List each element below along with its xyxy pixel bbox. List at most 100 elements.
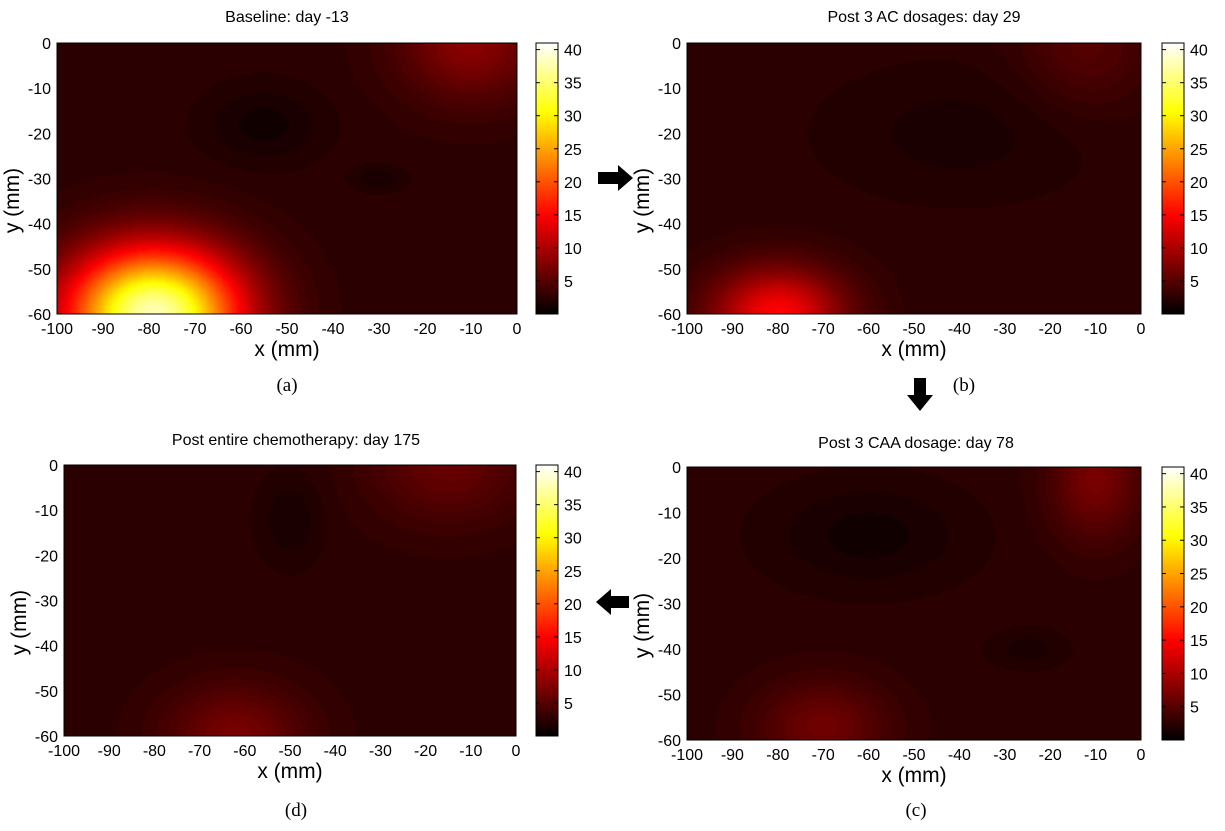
y-tick-label: -50 (658, 262, 681, 279)
x-axis-label: x (mm) (881, 338, 946, 361)
plot-frame (63, 464, 517, 737)
x-tick-label: -70 (812, 747, 835, 764)
colorbar-tick-label: 10 (1190, 666, 1208, 683)
colorbar-tick-label: 20 (1190, 175, 1208, 192)
x-tick-label: -80 (137, 321, 160, 338)
y-tick-label: -10 (658, 506, 681, 523)
y-tick-label: -10 (28, 81, 51, 98)
y-tick-label: -10 (35, 503, 58, 520)
panel-title: Post entire chemotherapy: day 175 (172, 432, 420, 449)
x-tick-label: -60 (229, 321, 252, 338)
y-axis-label: y (mm) (631, 593, 654, 658)
y-tick-label: -40 (658, 217, 681, 234)
colorbar-tick-label: 20 (564, 175, 582, 192)
x-tick-label: -80 (766, 321, 789, 338)
panel-caption: (a) (276, 375, 297, 396)
x-tick-label: -30 (367, 321, 390, 338)
y-tick-label: -40 (35, 639, 58, 656)
x-tick-label: -70 (183, 321, 206, 338)
plot-frame (686, 466, 1142, 741)
y-tick-label: -20 (35, 548, 58, 565)
y-tick-label: -30 (35, 594, 58, 611)
colorbar-tick-label: 10 (564, 663, 582, 680)
colorbar-tick-label: 10 (1190, 241, 1208, 258)
colorbar-tick-label: 15 (1190, 208, 1208, 225)
x-axis-label: x (mm) (257, 760, 322, 783)
heatmap-image (64, 465, 516, 736)
colorbar-tick-label: 30 (1190, 533, 1208, 550)
colorbar-tick-label: 25 (1190, 567, 1208, 584)
colorbar-tick-label: 15 (564, 208, 582, 225)
x-tick-label: 0 (1137, 747, 1146, 764)
colorbar-tick-label: 30 (1190, 109, 1208, 126)
x-tick-label: -50 (275, 321, 298, 338)
x-tick-label: -80 (766, 747, 789, 764)
x-axis-label: x (mm) (254, 338, 319, 361)
x-tick-label: -20 (413, 321, 436, 338)
y-tick-label: -20 (658, 126, 681, 143)
colorbar-tick-label: 30 (564, 531, 582, 548)
y-tick-label: -50 (35, 684, 58, 701)
y-tick-label: -30 (28, 172, 51, 189)
panel-title: Post 3 AC dosages: day 29 (827, 9, 1020, 26)
y-tick-label: 0 (42, 36, 51, 53)
colorbar-tick-label: 20 (1190, 600, 1208, 617)
arrow-right-icon (598, 165, 633, 191)
colorbar (1161, 42, 1185, 315)
colorbar-tick-label: 35 (564, 76, 582, 93)
x-tick-label: -30 (993, 321, 1016, 338)
colorbar-tick-label: 5 (564, 696, 573, 713)
y-tick-label: -60 (28, 307, 51, 324)
x-tick-label: -70 (812, 321, 835, 338)
x-tick-label: -10 (459, 743, 482, 760)
y-tick-label: -30 (658, 172, 681, 189)
x-tick-label: 0 (1137, 321, 1146, 338)
x-tick-label: -10 (1084, 321, 1107, 338)
x-tick-label: -100 (48, 743, 80, 760)
colorbar-tick-label: 5 (564, 274, 573, 291)
x-tick-label: -10 (1084, 747, 1107, 764)
y-tick-label: -60 (658, 307, 681, 324)
x-tick-label: 0 (512, 743, 521, 760)
colorbar-tick-label: 25 (1190, 142, 1208, 159)
y-axis-label: y (mm) (631, 168, 654, 233)
heatmap-panel: Post 3 AC dosages: day 29-100 -90 -80 -70 -6… (631, 9, 1208, 396)
x-tick-label: -40 (948, 321, 971, 338)
plot-frame (686, 42, 1142, 315)
colorbar-tick-label: 5 (1190, 274, 1199, 291)
colorbar-tick-label: 15 (1190, 633, 1208, 650)
colorbar-tick-label: 40 (564, 43, 582, 60)
x-tick-label: -20 (1039, 747, 1062, 764)
x-tick-label: -90 (721, 747, 744, 764)
panel-caption: (b) (953, 375, 975, 396)
panel-title: Baseline: day -13 (225, 9, 349, 26)
x-tick-label: -90 (721, 321, 744, 338)
colorbar-tick-label: 25 (564, 564, 582, 581)
colorbar-tick-label: 40 (1190, 467, 1208, 484)
panel-title: Post 3 CAA dosage: day 78 (818, 435, 1014, 452)
colorbar-tick-label: 40 (1190, 43, 1208, 60)
colorbar-tick-label: 35 (564, 498, 582, 515)
panel-caption: (c) (905, 800, 926, 821)
colorbar-tick-label: 15 (564, 630, 582, 647)
y-tick-label: 0 (672, 36, 681, 53)
x-tick-label: -100 (671, 321, 703, 338)
y-tick-label: -20 (28, 126, 51, 143)
x-tick-label: -20 (414, 743, 437, 760)
plot-frame (56, 42, 518, 315)
y-axis-label: y (mm) (1, 168, 24, 233)
x-tick-label: -70 (188, 743, 211, 760)
colorbar (535, 42, 559, 315)
heatmap-panel: Post entire chemotherapy: day 175-100 -90… (8, 432, 582, 821)
x-tick-label: 0 (513, 321, 522, 338)
colorbar-tick-label: 25 (564, 142, 582, 159)
x-tick-label: -90 (98, 743, 121, 760)
panel-caption: (d) (285, 800, 307, 821)
y-tick-label: -30 (658, 597, 681, 614)
x-tick-label: -50 (902, 747, 925, 764)
y-tick-label: -40 (28, 217, 51, 234)
x-tick-label: -20 (1039, 321, 1062, 338)
y-tick-label: -20 (658, 551, 681, 568)
x-tick-label: -60 (233, 743, 256, 760)
